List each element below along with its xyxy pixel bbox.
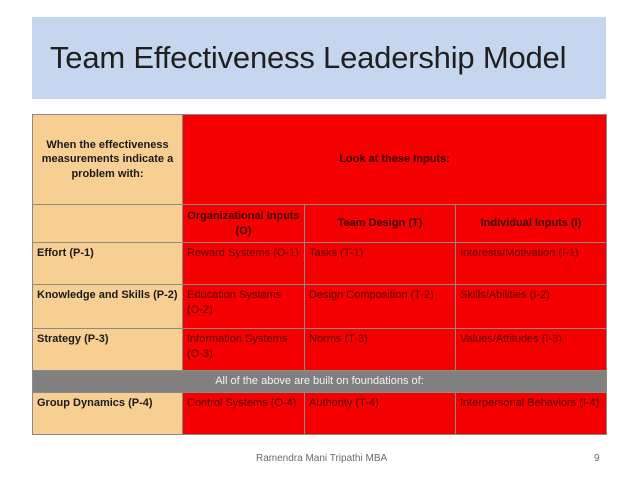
cell-design-composition: Design Composition (T-2) xyxy=(304,284,456,329)
slide-title: Team Effectiveness Leadership Model xyxy=(50,40,567,75)
corner-header-cell: When the effectiveness measurements indi… xyxy=(32,114,183,205)
inputs-heading-cell: Look at these Inputs: xyxy=(182,114,607,205)
row-label-strategy: Strategy (P-3) xyxy=(32,328,183,371)
foundation-banner: All of the above are built on foundation… xyxy=(32,370,607,393)
cell-information-systems: Information Systems (O-3) xyxy=(182,328,305,371)
column-header-individual: Individual Inputs (I) xyxy=(455,204,607,243)
column-header-organizational: Organizational Inputs (O) xyxy=(182,204,305,243)
row-label-group-dynamics: Group Dynamics (P-4) xyxy=(32,391,183,435)
page-number: 9 xyxy=(594,453,600,464)
cell-interests-motivation: Interests/Motivation (I-1) xyxy=(455,242,607,285)
cell-education-systems: Education Systems (O-2) xyxy=(182,284,305,329)
cell-values-attitudes: Values/Attitudes (I-3) xyxy=(455,328,607,371)
row-label-effort: Effort (P-1) xyxy=(32,242,183,285)
column-header-team-design: Team Design (T) xyxy=(304,204,456,243)
blank-header-cell xyxy=(32,204,183,243)
team-effectiveness-table: When the effectiveness measurements indi… xyxy=(32,114,607,435)
footer-author: Ramendra Mani Tripathi MBA xyxy=(256,453,388,464)
cell-norms: Norms (T-3) xyxy=(304,328,456,371)
cell-reward-systems: Reward Systems (O-1) xyxy=(182,242,305,285)
cell-skills-abilities: Skills/Abilities (I-2) xyxy=(455,284,607,329)
cell-authority: Authority (T-4) xyxy=(304,391,456,435)
cell-control-systems: Control Systems (O-4) xyxy=(182,391,305,435)
title-banner: Team Effectiveness Leadership Model xyxy=(32,17,606,99)
row-label-knowledge-skills: Knowledge and Skills (P-2) xyxy=(32,284,183,329)
cell-tasks: Tasks (T-1) xyxy=(304,242,456,285)
cell-interpersonal-behaviors: Interpersonal Behaviors (I-4) xyxy=(455,391,607,435)
